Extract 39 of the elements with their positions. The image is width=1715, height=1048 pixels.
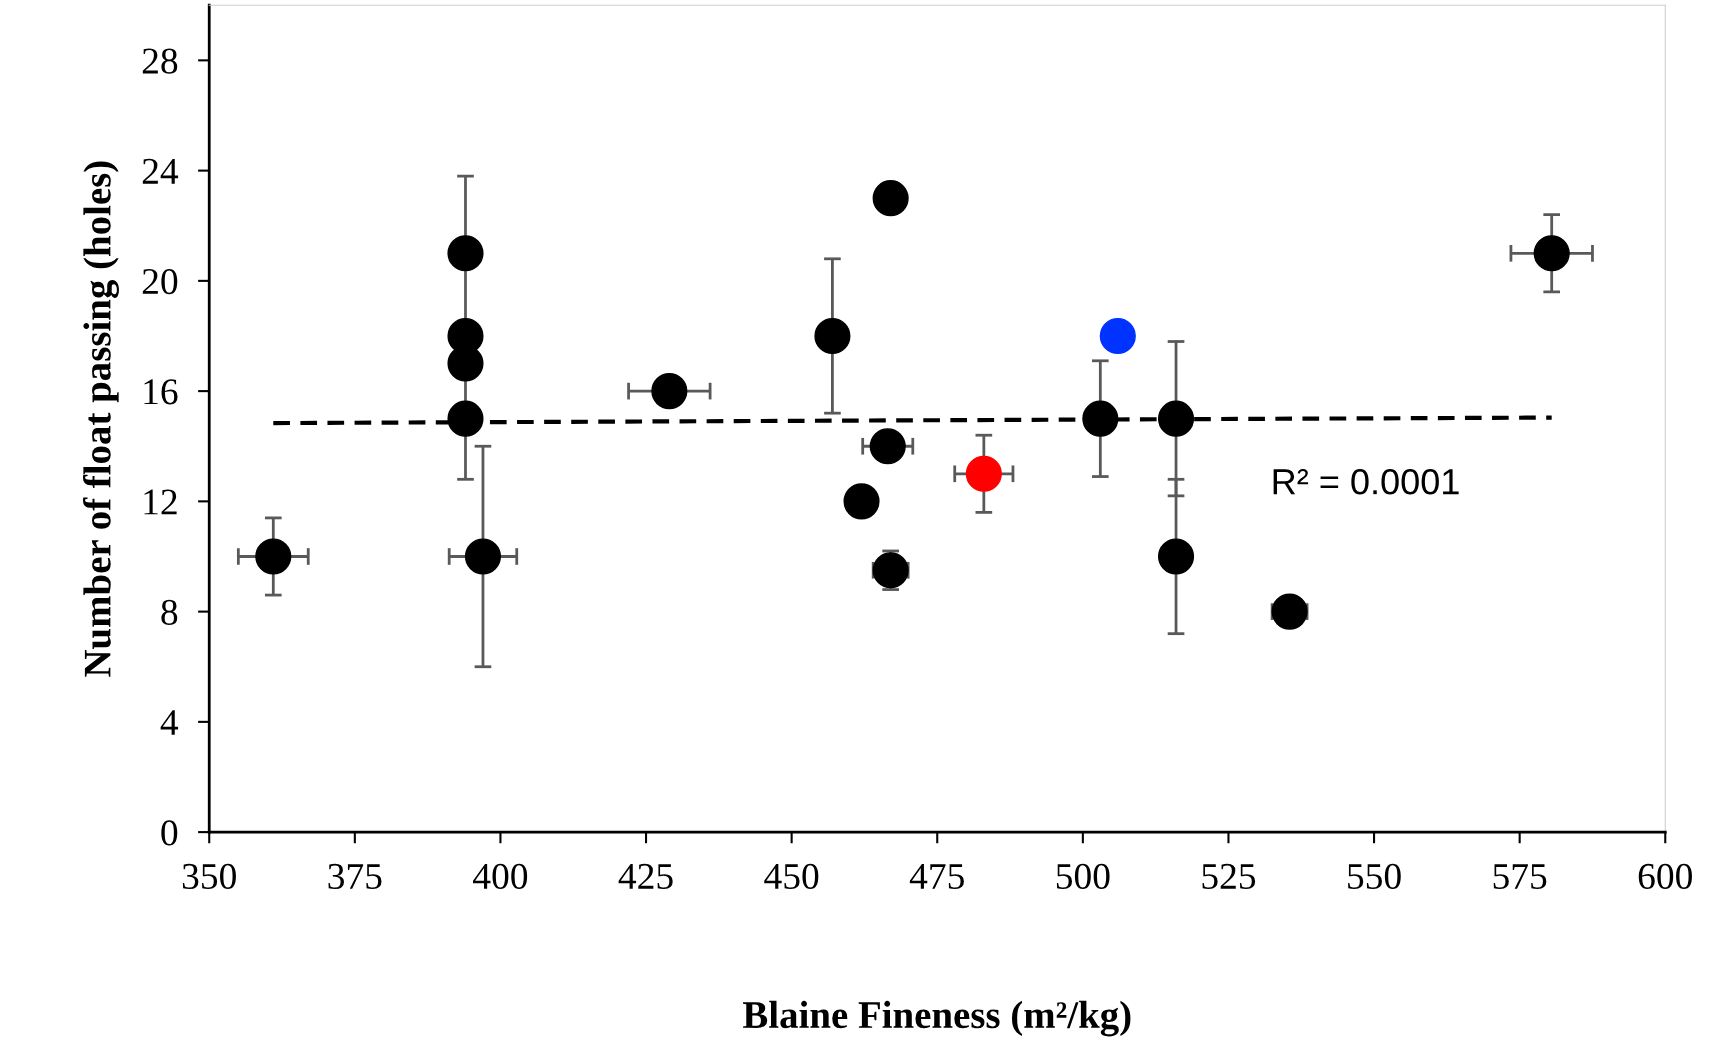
x-tick-label: 475 <box>909 864 964 890</box>
x-tick-label: 375 <box>328 863 382 890</box>
y-tick-label: 12 <box>144 489 177 515</box>
x-tick-label: 350 <box>182 863 236 890</box>
point <box>255 538 292 575</box>
point <box>872 552 909 589</box>
y-axis-title: Number of float passing (holes) <box>82 161 119 677</box>
annotation: R² = 0.0001 <box>1273 468 1459 495</box>
point <box>1533 235 1570 272</box>
point <box>965 455 1002 492</box>
x-tick-label: 425 <box>618 863 673 890</box>
point <box>843 483 880 520</box>
x-axis-title: Blaine Fineness (m²/kg) <box>743 1000 1131 1037</box>
point <box>447 235 484 272</box>
point <box>1082 400 1119 437</box>
x-tick-label: 400 <box>473 863 528 890</box>
point <box>1099 317 1136 355</box>
y-tick-label: 16 <box>144 379 178 405</box>
point <box>447 400 484 437</box>
point <box>464 538 502 575</box>
y-tick-label: 20 <box>142 268 178 295</box>
y-tick-label: 24 <box>142 158 179 184</box>
point <box>872 180 909 217</box>
x-tick-label: 500 <box>1056 863 1110 890</box>
point <box>1271 593 1308 630</box>
y-tick-label: 4 <box>160 710 179 735</box>
x-tick-label: 450 <box>764 863 819 890</box>
point <box>651 373 688 410</box>
x-tick-label: 600 <box>1638 863 1692 890</box>
x-tick-label: 550 <box>1348 863 1401 890</box>
point <box>1157 400 1195 437</box>
x-tick-label: 575 <box>1493 864 1547 890</box>
point <box>869 428 906 465</box>
point <box>814 317 851 355</box>
y-tick-label: 0 <box>161 820 178 846</box>
point <box>1157 538 1195 575</box>
y-tick-label: 8 <box>161 599 178 625</box>
x-tick-label: 525 <box>1202 863 1256 890</box>
y-tick-label: 28 <box>142 48 178 74</box>
